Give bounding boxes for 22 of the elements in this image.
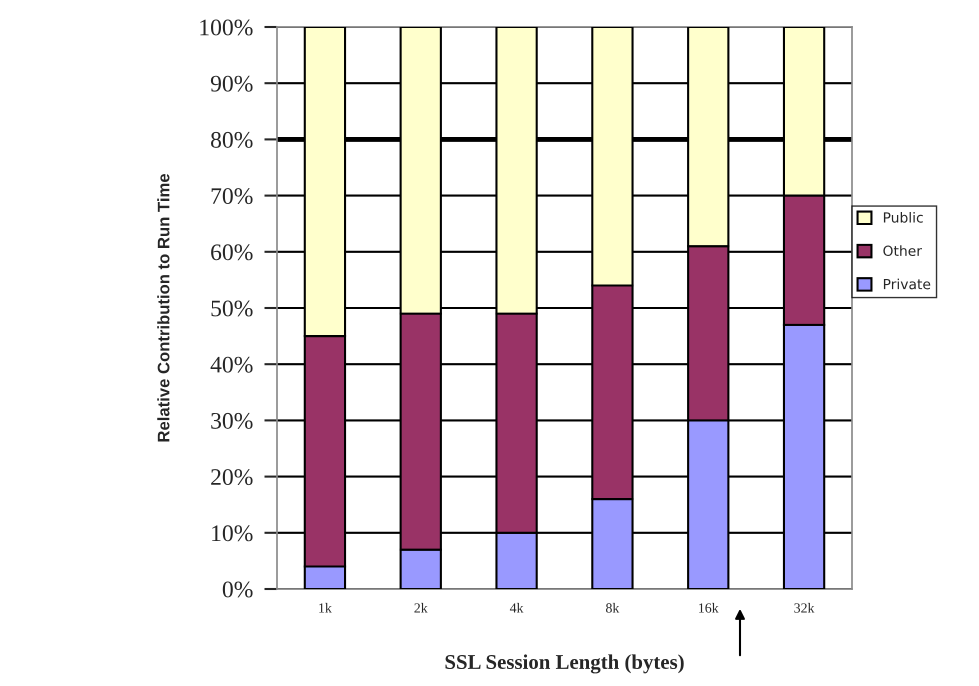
x-tick-label: 32k <box>794 602 814 613</box>
x-tick-label: 8k <box>606 602 620 613</box>
y-tick-label: 90% <box>210 76 253 92</box>
x-tick-label: 16k <box>699 602 719 613</box>
x-tick-label: 4k <box>510 602 524 613</box>
y-axis-title: Relative Contribution to Run Time <box>157 174 170 442</box>
y-tick-label: 10% <box>212 525 253 542</box>
legend-label: Public <box>884 212 923 223</box>
y-tick-label: 0% <box>222 581 253 598</box>
y-tick-label: 40% <box>210 356 253 373</box>
y-tick-label: 30% <box>211 412 253 429</box>
x-axis-title: SSL Session Length (bytes) <box>446 654 684 674</box>
y-tick-label: 20% <box>211 469 253 486</box>
x-tick-label: 1k <box>319 602 332 613</box>
x-tick-label: 2k <box>414 602 428 613</box>
y-tick-label: 60% <box>211 244 253 260</box>
y-tick-label: 100% <box>200 19 253 36</box>
legend-label: Other <box>883 245 922 256</box>
y-tick-label: 80% <box>211 132 253 148</box>
y-tick-label: 50% <box>211 300 253 316</box>
legend-label: Private <box>884 278 930 290</box>
y-tick-label: 70% <box>212 188 253 204</box>
